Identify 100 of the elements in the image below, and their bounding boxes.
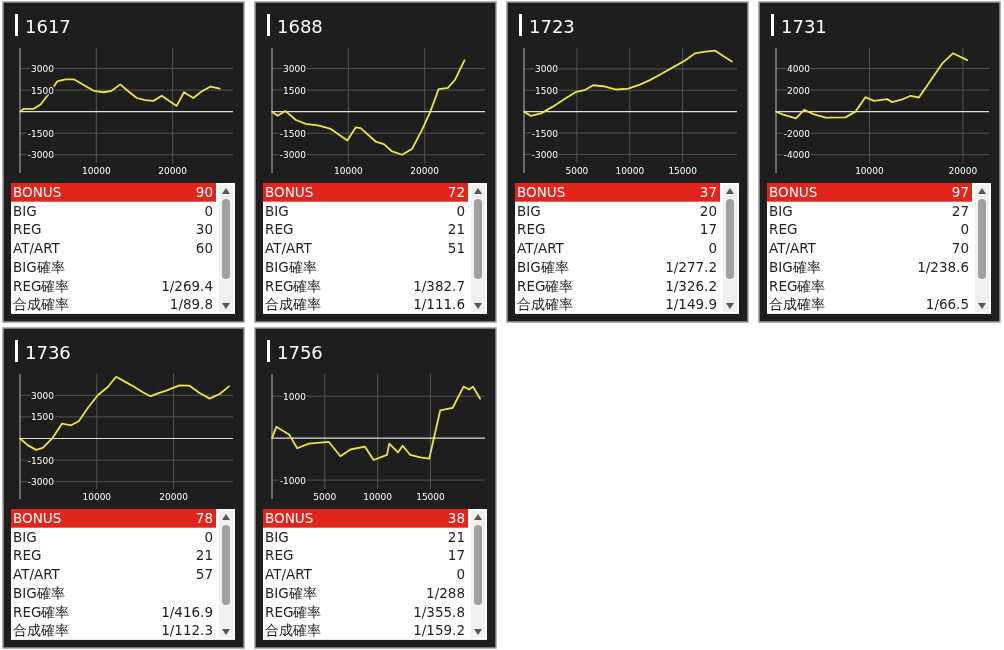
category-label: BIG確率 <box>769 258 821 275</box>
category-label: BONUS <box>13 510 62 526</box>
y-tick-label: 1000 <box>283 391 307 402</box>
category-label: 合成確率 <box>13 296 69 313</box>
text: 37 <box>699 184 717 200</box>
text: 20 <box>699 202 717 219</box>
text: 97 <box>951 184 969 200</box>
chart-title: 1723 <box>529 16 575 37</box>
text: 60 <box>195 240 213 257</box>
category-label: BIG確率 <box>265 258 317 275</box>
text: 27 <box>951 202 969 219</box>
y-tick-label: -3000 <box>27 150 55 161</box>
category-label: BIG <box>265 528 289 545</box>
text: 1/382.7 <box>413 277 465 294</box>
text: 1/288 <box>426 584 465 601</box>
y-tick-label: -3000 <box>27 477 55 488</box>
text: 1/111.6 <box>413 296 465 313</box>
category-label: BONUS <box>13 184 62 200</box>
y-tick-label: -1500 <box>279 128 307 139</box>
category-label: 合成確率 <box>517 296 573 313</box>
x-tick-label: 15000 <box>416 492 446 502</box>
category-label: REG <box>265 547 294 564</box>
text: 17 <box>699 221 717 238</box>
text: 38 <box>447 510 465 526</box>
category-label: BIG確率 <box>517 258 569 275</box>
text: 51 <box>447 240 465 257</box>
category-label: BIG確率 <box>265 584 317 601</box>
category-label: AT/ART <box>265 566 313 583</box>
x-tick-label: 20000 <box>158 166 188 176</box>
x-tick-label: 5000 <box>565 166 589 176</box>
category-label: REG確率 <box>265 603 322 620</box>
x-tick-label: 20000 <box>159 492 189 502</box>
x-tick-label: 15000 <box>668 166 698 176</box>
y-tick-label: 2000 <box>787 85 811 96</box>
text: 1/277.2 <box>665 258 717 275</box>
text: 17 <box>447 547 465 564</box>
text: 1/416.9 <box>161 603 213 620</box>
category-label: REG確率 <box>265 277 322 294</box>
text: 21 <box>195 547 213 564</box>
y-tick-label: 1500 <box>535 85 559 96</box>
category-label: BIG <box>13 202 37 219</box>
y-tick-label: -3000 <box>279 150 307 161</box>
category-label: 合成確率 <box>265 622 321 639</box>
x-tick-label: 10000 <box>82 166 111 176</box>
category-label: BIG <box>265 202 289 219</box>
x-tick-label: 10000 <box>855 166 885 176</box>
text: 0 <box>960 221 969 238</box>
y-tick-label: -4000 <box>783 150 811 161</box>
y-tick-label: 3000 <box>535 64 559 75</box>
y-tick-label: -1500 <box>531 128 559 139</box>
category-label: 合成確率 <box>265 296 321 313</box>
x-tick-label: 20000 <box>948 166 978 176</box>
text: 1/149.9 <box>665 296 717 313</box>
category-label: REG <box>265 221 294 238</box>
category-label: REG確率 <box>13 603 70 620</box>
y-tick-label: 3000 <box>31 64 55 75</box>
category-label: AT/ART <box>769 240 817 257</box>
category-label: BONUS <box>769 184 818 200</box>
category-label: BIG確率 <box>13 584 65 601</box>
y-tick-label: -2000 <box>783 128 811 139</box>
y-tick-label: 1500 <box>283 85 307 96</box>
category-label: BIG <box>13 528 37 545</box>
x-tick-label: 10000 <box>334 166 363 176</box>
text: 21 <box>447 528 465 545</box>
x-tick-label: 20000 <box>410 166 440 176</box>
text: 21 <box>447 221 465 238</box>
category-label: REG <box>769 221 798 238</box>
category-label: AT/ART <box>13 240 61 257</box>
text: 1/269.4 <box>161 277 213 294</box>
category-label: BIG確率 <box>13 258 65 275</box>
category-label: REG <box>13 221 42 238</box>
y-tick-label: -1500 <box>27 128 55 139</box>
category-label: AT/ART <box>517 240 565 257</box>
y-tick-label: -1500 <box>27 455 55 466</box>
text: 1/326.2 <box>665 277 717 294</box>
text: 1/159.2 <box>413 622 465 639</box>
category-label: BONUS <box>517 184 566 200</box>
text: 0 <box>456 202 465 219</box>
category-label: AT/ART <box>13 566 61 583</box>
category-label: REG <box>517 221 546 238</box>
text: 78 <box>195 510 213 526</box>
text: 1/66.5 <box>925 296 969 313</box>
text: 1/355.8 <box>413 603 465 620</box>
category-label: REG <box>13 547 42 564</box>
y-tick-label: 3000 <box>31 390 55 401</box>
x-tick-label: 5000 <box>313 492 337 502</box>
category-label: AT/ART <box>265 240 313 257</box>
x-tick-label: 10000 <box>363 492 393 502</box>
y-tick-label: 4000 <box>787 63 811 74</box>
chart-title: 1688 <box>277 16 323 37</box>
text: 0 <box>456 566 465 583</box>
text: 72 <box>447 184 465 200</box>
category-label: BONUS <box>265 184 314 200</box>
y-tick-label: -1000 <box>279 475 307 486</box>
category-label: 合成確率 <box>13 622 69 639</box>
chart-title: 1756 <box>277 342 323 363</box>
text: 0 <box>204 528 213 545</box>
category-label: BIG <box>517 202 541 219</box>
chart-title: 1731 <box>781 16 827 37</box>
category-label: REG確率 <box>517 277 574 294</box>
